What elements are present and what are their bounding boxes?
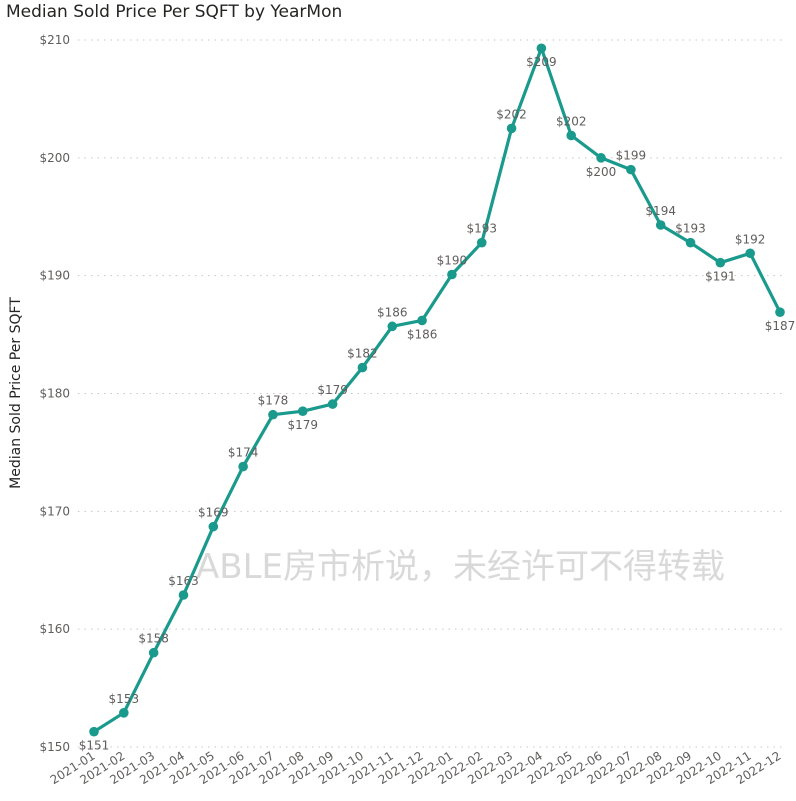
y-tick-label: $160 [39, 622, 70, 636]
y-tick-label: $180 [39, 387, 70, 401]
y-axis-label: Median Sold Price Per SQFT [8, 297, 24, 489]
data-label: $202 [496, 107, 527, 121]
data-label: $202 [556, 114, 587, 128]
data-point[interactable] [119, 708, 129, 718]
data-labels: $151 $153 $158 $163 $169 $174 $178 $179 $179 $182… [79, 55, 796, 752]
data-point[interactable] [357, 362, 368, 373]
data-point[interactable] [715, 257, 726, 268]
data-label: $163 [168, 574, 199, 588]
data-point[interactable] [476, 237, 487, 248]
data-point[interactable] [417, 315, 427, 326]
data-point[interactable] [268, 409, 278, 420]
data-point[interactable] [148, 647, 159, 658]
data-label: $169 [198, 506, 229, 520]
data-point[interactable] [626, 164, 636, 175]
watermark-text: ABLE房市析说，未经许可不得转载 [196, 547, 725, 587]
data-label: $190 [437, 253, 468, 267]
data-point[interactable] [566, 130, 577, 141]
data-label: $179 [317, 383, 348, 397]
data-label: $153 [109, 692, 140, 706]
data-point[interactable] [745, 248, 755, 259]
data-label: $174 [228, 446, 259, 460]
data-point[interactable] [596, 153, 606, 163]
series-line [93, 46, 782, 734]
x-axis-ticks: 2021-012021-022021-032021-042021-052021-… [48, 749, 784, 787]
data-label: $193 [675, 222, 706, 236]
y-tick-label: $210 [39, 33, 70, 47]
data-point[interactable] [685, 237, 696, 248]
y-tick-label: $170 [39, 504, 70, 518]
data-label: $209 [526, 55, 557, 69]
data-point[interactable] [178, 590, 189, 600]
data-point[interactable] [387, 321, 398, 332]
data-label: $200 [586, 165, 617, 179]
data-point[interactable] [327, 399, 338, 409]
y-tick-label: $200 [39, 151, 70, 165]
data-point[interactable] [238, 461, 248, 472]
data-label: $193 [466, 222, 497, 236]
data-point[interactable] [506, 123, 517, 134]
data-point[interactable] [655, 220, 666, 230]
y-tick-label: $150 [39, 740, 70, 754]
y-axis-ticks: $150 $160 $170 $180 $190 $200 $210 [39, 33, 70, 754]
data-label: $199 [616, 149, 647, 163]
data-label: $151 [79, 739, 110, 753]
data-label: $179 [288, 418, 319, 432]
data-label: $158 [138, 632, 169, 646]
chart-title: Median Sold Price Per SQFT by YearMon [6, 2, 343, 22]
data-points [89, 43, 785, 737]
data-point[interactable] [536, 43, 547, 54]
y-tick-label: $190 [39, 269, 70, 283]
data-point[interactable] [208, 521, 219, 532]
data-label: $178 [258, 394, 289, 408]
data-label: $191 [705, 270, 736, 284]
data-label: $182 [347, 347, 378, 361]
data-label: $186 [407, 327, 438, 341]
data-label: $194 [645, 204, 676, 218]
data-point[interactable] [89, 726, 99, 737]
data-label: $186 [377, 305, 408, 319]
data-point[interactable] [447, 269, 457, 280]
gridlines [78, 39, 786, 748]
data-label: $192 [735, 232, 766, 246]
data-label: $187 [765, 319, 796, 333]
data-point[interactable] [297, 406, 308, 416]
data-point[interactable] [775, 307, 785, 317]
